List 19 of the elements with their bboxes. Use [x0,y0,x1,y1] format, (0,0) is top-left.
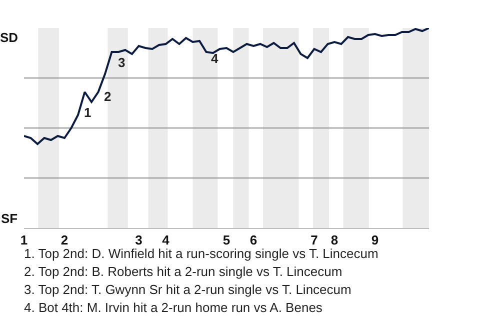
x-tick-label: 4 [162,232,170,248]
annotation: 3 [118,55,126,70]
text: 3. Top 2nd: T. Gwynn Sr hit a 2-run single vs T. Lincecum [24,282,352,297]
x-tick-label: 3 [135,232,142,248]
text: 1. Top 2nd: D. Winfield hit a run-scoring single vs T. Lincecum [24,246,378,261]
x-tick-label: 7 [310,232,318,248]
x-tick-label: 2 [60,232,68,248]
text: SD [0,30,18,45]
x-tick-label: 1 [20,232,28,248]
x-tick-label: 6 [250,232,258,248]
text: SF [1,211,18,226]
text: 2. Top 2nd: B. Roberts hit a 2-run single vs T. Lincecum [24,264,342,279]
annotation: 1 [84,105,92,120]
annotation: 4 [211,51,219,66]
annotation: 2 [104,89,112,104]
x-tick-label: 9 [371,232,379,248]
x-tick-label: 8 [330,232,338,248]
text: 4. Bot 4th: M. Irvin hit a 2-run home run vs A. Benes [24,300,323,315]
x-tick-label: 5 [222,232,230,248]
